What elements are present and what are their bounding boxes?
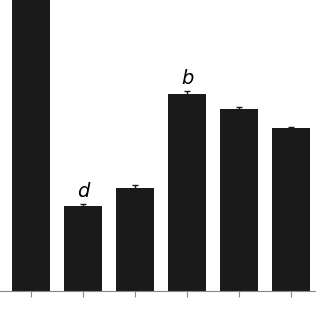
Bar xyxy=(221,109,258,291)
Text: b: b xyxy=(181,69,193,88)
Text: d: d xyxy=(77,182,89,201)
Bar xyxy=(12,0,50,291)
Bar xyxy=(64,206,102,291)
Bar xyxy=(117,187,154,291)
Bar xyxy=(168,94,206,291)
Bar xyxy=(272,128,310,291)
